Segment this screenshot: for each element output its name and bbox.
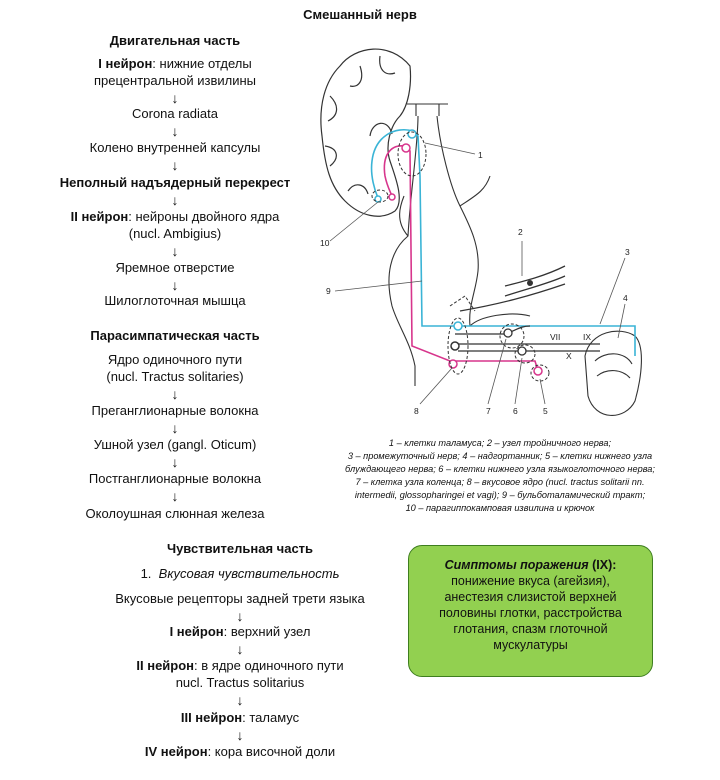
arrow-icon: ↓ <box>171 243 179 259</box>
arrow-icon: ↓ <box>236 692 244 708</box>
motor-neuron-2: II нейрон: нейроны двойного ядра <box>70 209 280 224</box>
para-heading: Парасимпатическая часть <box>90 328 260 343</box>
para-step-preganglionic: Преганглионарные волокна <box>91 403 259 418</box>
motor-heading: Двигательная часть <box>109 33 241 48</box>
para-step-gland: Околоушная слюнная железа <box>85 506 265 521</box>
motor-step-capsule: Колено внутренней капсулы <box>89 140 261 155</box>
arrow-icon: ↓ <box>171 123 179 139</box>
motor-step-decussation: Неполный надъядерный перекрест <box>59 175 291 190</box>
fig-label-6: 6 <box>513 406 518 416</box>
motor-step-foramen: Яремное отверстие <box>115 260 235 275</box>
fig-label-ix: IX <box>583 332 591 342</box>
sensory-item: 1. Вкусовая чувствительность <box>140 566 340 581</box>
sensory-step-receptors: Вкусовые рецепторы задней трети языка <box>115 591 365 606</box>
sensory-neuron-2-line2: nucl. Tractus solitarius <box>175 675 305 690</box>
arrow-icon: ↓ <box>236 608 244 624</box>
legend-line: 10 – парагиппокамповая извилина и крючок <box>405 503 595 513</box>
motor-neuron-2-line2: (nucl. Ambigius) <box>128 226 222 241</box>
arrow-icon: ↓ <box>171 386 179 402</box>
brain-outline <box>320 48 412 217</box>
symptoms-line: понижение вкуса (агейзия), <box>451 574 610 588</box>
figure-legend: 1 – клетки таламуса; 2 – узел тройничног… <box>300 437 700 515</box>
legend-line: 3 – промежуточный нерв; 4 – надгортанник… <box>347 451 653 461</box>
symptoms-box: Симптомы поражения (IX): понижение вкуса… <box>408 545 653 677</box>
nerve-pathway-figure: 1 2 3 4 5 6 7 8 9 10 VII IX X <box>320 48 642 416</box>
brainstem-outline <box>388 103 531 386</box>
cranial-nerves <box>455 265 600 352</box>
symptoms-line: половины глотки, расстройства <box>439 606 622 620</box>
symptoms-line: мускулатуры <box>493 638 568 652</box>
motor-step-muscle: Шилоглоточная мышца <box>104 293 246 308</box>
fig-label-1: 1 <box>478 150 483 160</box>
motor-step-corona: Corona radiata <box>132 106 218 121</box>
arrow-icon: ↓ <box>171 192 179 208</box>
sensory-neuron-3: III нейрон: таламус <box>180 710 300 725</box>
para-step-otic: Ушной узел (gangl. Oticum) <box>93 437 257 452</box>
symptoms-line: анестезия слизистой верхней <box>444 590 617 604</box>
arrow-icon: ↓ <box>171 157 179 173</box>
sensory-neuron-1: I нейрон: верхний узел <box>169 624 311 639</box>
fig-label-2: 2 <box>518 227 523 237</box>
arrow-icon: ↓ <box>236 641 244 657</box>
nerve-cells <box>374 129 543 376</box>
arrow-icon: ↓ <box>171 454 179 470</box>
dashed-regions <box>371 131 550 382</box>
tongue-outline <box>584 330 642 416</box>
arrow-icon: ↓ <box>236 727 244 743</box>
cyan-pathway <box>370 129 636 356</box>
legend-line: блуждающего нерва; 6 – клетки нижнего уз… <box>345 464 655 474</box>
sensory-neuron-2: II нейрон: в ядре одиночного пути <box>136 658 344 673</box>
fig-label-4: 4 <box>623 293 628 303</box>
para-step-nucleus: Ядро одиночного пути <box>107 352 243 367</box>
fig-label-8: 8 <box>414 406 419 416</box>
arrow-icon: ↓ <box>171 420 179 436</box>
fig-label-5: 5 <box>543 406 548 416</box>
leader-lines <box>329 142 626 405</box>
motor-neuron-1-line2: прецентральной извилины <box>93 73 257 88</box>
arrow-icon: ↓ <box>171 90 179 106</box>
fig-label-10: 10 <box>320 238 330 248</box>
figure-labels: 1 2 3 4 5 6 7 8 9 10 VII IX X <box>320 150 630 416</box>
para-step-nucleus-line2: (nucl. Tractus solitaries) <box>106 369 244 384</box>
sensory-neuron-4: IV нейрон: кора височной доли <box>144 744 336 759</box>
sensory-heading: Чувствительная часть <box>166 541 314 556</box>
fig-label-vii: VII <box>550 332 560 342</box>
para-step-postganglionic: Постганглионарные волокна <box>88 471 262 486</box>
legend-line: 1 – клетки таламуса; 2 – узел тройничног… <box>388 438 612 448</box>
fig-label-3: 3 <box>625 247 630 257</box>
magenta-pathway <box>383 145 539 372</box>
arrow-icon: ↓ <box>171 277 179 293</box>
legend-line: 7 – клетка узла коленца; 8 – вкусовое яд… <box>355 477 645 487</box>
page-title: Смешанный нерв <box>303 7 417 22</box>
legend-line: intermedii, glossopharingei et vagi); 9 … <box>354 490 646 500</box>
symptoms-line: глотания, спазм глоточной <box>453 622 608 636</box>
motor-neuron-1: I нейрон: нижние отделы <box>98 56 252 71</box>
fig-label-7: 7 <box>486 406 491 416</box>
fig-label-x: X <box>566 351 572 361</box>
symptoms-title: Симптомы поражения (IX): <box>444 558 617 572</box>
arrow-icon: ↓ <box>171 488 179 504</box>
fig-label-9: 9 <box>326 286 331 296</box>
